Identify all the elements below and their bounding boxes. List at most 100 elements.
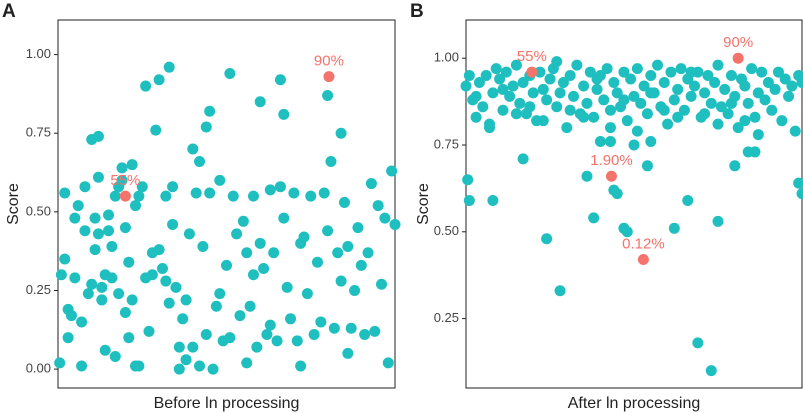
- point: [133, 190, 145, 202]
- y-tick-label: 0.75: [434, 136, 459, 151]
- point: [227, 190, 239, 202]
- point: [699, 87, 711, 99]
- panel-label: A: [2, 1, 16, 22]
- point: [167, 218, 179, 230]
- point: [79, 225, 91, 237]
- point: [180, 354, 192, 366]
- point: [194, 360, 206, 372]
- point: [82, 288, 94, 300]
- point: [551, 101, 563, 113]
- point: [237, 215, 249, 227]
- point: [463, 195, 475, 207]
- point: [625, 73, 637, 85]
- point: [214, 288, 226, 300]
- point: [739, 80, 751, 92]
- point: [372, 200, 384, 212]
- point: [109, 351, 121, 363]
- point: [517, 153, 529, 165]
- point: [271, 335, 283, 347]
- point: [59, 253, 71, 265]
- point: [308, 329, 320, 341]
- point: [146, 269, 158, 281]
- point: [604, 122, 616, 134]
- point: [591, 73, 603, 85]
- point: [194, 156, 206, 168]
- point: [715, 101, 727, 113]
- point: [621, 226, 633, 238]
- point: [163, 297, 175, 309]
- point: [160, 275, 172, 287]
- point: [608, 76, 620, 88]
- point: [345, 322, 357, 334]
- point: [578, 111, 590, 123]
- point: [749, 146, 761, 158]
- point: [628, 90, 640, 102]
- point: [96, 281, 108, 293]
- point: [604, 136, 616, 148]
- point: [470, 90, 482, 102]
- point: [197, 240, 209, 252]
- point: [130, 200, 142, 212]
- point: [779, 73, 791, 85]
- point: [786, 80, 798, 92]
- point: [170, 281, 182, 293]
- point: [379, 212, 391, 224]
- point: [766, 104, 778, 116]
- point: [618, 94, 630, 106]
- point: [123, 256, 135, 268]
- point: [514, 97, 526, 109]
- point: [682, 195, 694, 207]
- y-tick-label: 1.00: [434, 50, 459, 65]
- y-tick-label: 0.25: [26, 282, 51, 297]
- point: [69, 272, 81, 284]
- point: [541, 94, 553, 106]
- point: [722, 108, 734, 120]
- point: [497, 104, 509, 116]
- point: [335, 127, 347, 139]
- x-axis-label: After ln processing: [568, 395, 701, 412]
- point: [65, 310, 77, 322]
- point: [163, 61, 175, 73]
- point: [591, 83, 603, 95]
- point: [332, 247, 344, 259]
- point: [322, 225, 334, 237]
- point: [143, 325, 155, 337]
- point: [487, 195, 499, 207]
- y-tick-label: 0.00: [26, 361, 51, 376]
- point: [362, 247, 374, 259]
- point: [261, 329, 273, 341]
- point: [564, 104, 576, 116]
- point: [96, 294, 108, 306]
- point: [601, 63, 613, 75]
- point: [204, 105, 216, 117]
- point: [386, 165, 398, 177]
- point: [89, 212, 101, 224]
- point: [739, 115, 751, 127]
- point: [672, 111, 684, 123]
- point: [712, 118, 724, 130]
- point: [136, 181, 148, 193]
- point: [665, 66, 677, 78]
- point: [69, 212, 81, 224]
- point: [224, 67, 236, 79]
- point: [796, 76, 803, 88]
- point: [772, 66, 784, 78]
- point: [494, 73, 506, 85]
- point: [54, 357, 66, 369]
- point: [752, 87, 764, 99]
- point: [200, 121, 212, 133]
- point: [92, 171, 104, 183]
- point: [349, 284, 361, 296]
- point: [106, 272, 118, 284]
- point: [544, 73, 556, 85]
- point: [500, 66, 512, 78]
- point: [796, 188, 803, 200]
- point: [685, 90, 697, 102]
- point: [641, 160, 653, 172]
- highlight-point: [605, 170, 617, 182]
- point: [688, 80, 700, 92]
- point: [103, 225, 115, 237]
- point: [187, 143, 199, 155]
- point: [705, 365, 717, 377]
